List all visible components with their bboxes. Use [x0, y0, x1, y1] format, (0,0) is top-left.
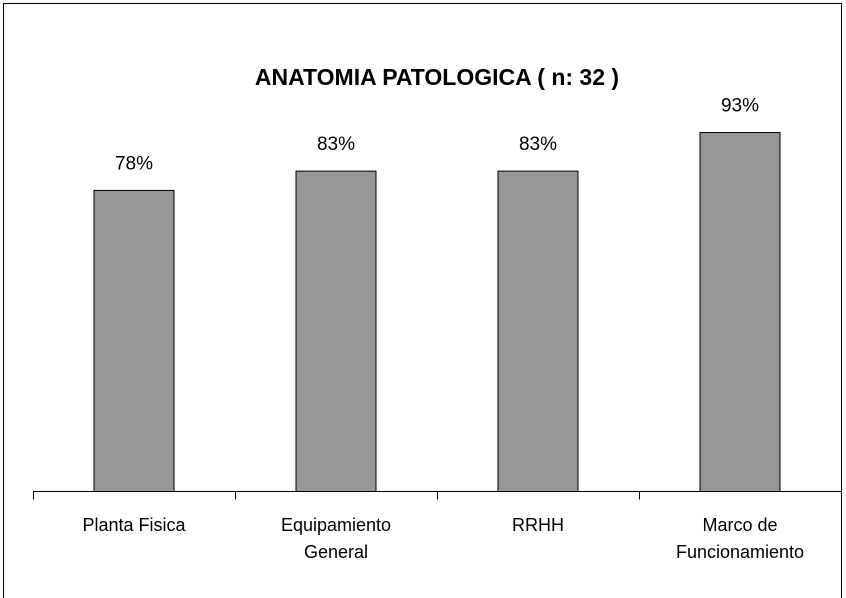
x-tick-label: RRHH — [512, 515, 564, 535]
bar — [497, 170, 579, 492]
x-tick-label: Equipamiento General — [280, 515, 392, 562]
bar — [699, 132, 781, 493]
bar — [295, 170, 377, 492]
value-label: 78% — [115, 153, 153, 174]
x-tick-label: Planta Fisica — [82, 515, 186, 535]
value-label: 93% — [721, 96, 759, 117]
bar — [93, 189, 175, 492]
value-label: 83% — [317, 134, 355, 155]
value-label: 83% — [519, 134, 557, 155]
x-tick-label: Marco de Funcionamiento — [675, 515, 805, 562]
chart-title: ANATOMIA PATOLOGICA ( n: 32 ) — [255, 64, 619, 90]
